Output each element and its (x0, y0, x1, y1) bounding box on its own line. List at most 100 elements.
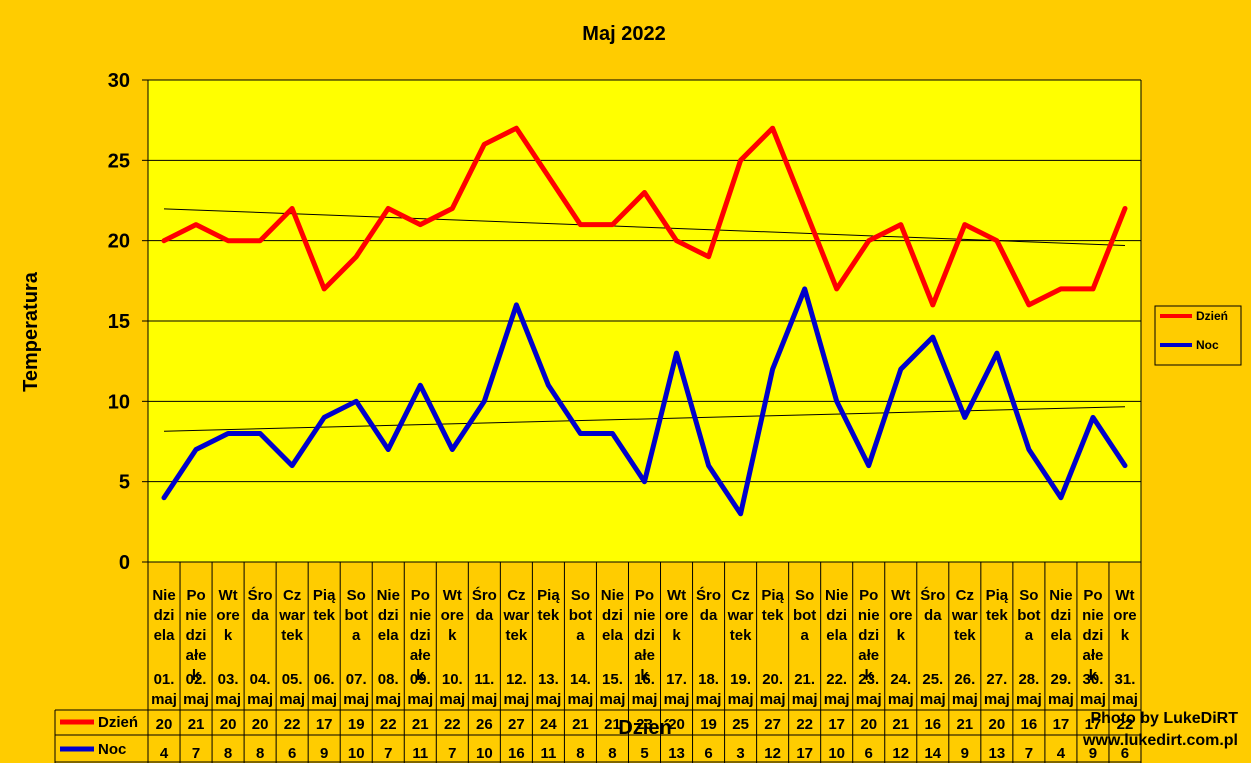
category-label: Wt (667, 587, 686, 604)
category-label: dzi (858, 627, 879, 644)
category-date: 09. (410, 671, 431, 688)
y-axis-ticks: 0 5 10 15 20 25 30 (108, 70, 130, 574)
table-value: 20 (220, 716, 237, 733)
table-value: 21 (188, 716, 205, 733)
category-label: k (640, 667, 649, 684)
category-date: maj (568, 691, 594, 708)
category-label: dzi (410, 627, 431, 644)
category-date: 18. (698, 671, 719, 688)
category-label: da (251, 607, 269, 624)
category-label: da (476, 607, 494, 624)
category-label: tek (730, 627, 752, 644)
table-value: 8 (576, 745, 584, 762)
category-label: ela (1050, 627, 1072, 644)
category-label: bot (793, 607, 816, 624)
table-value: 10 (348, 745, 365, 762)
category-label: So (347, 587, 366, 604)
category-date: maj (952, 691, 978, 708)
category-label: Śro (248, 586, 273, 604)
table-value: 16 (508, 745, 525, 762)
category-label: ela (826, 627, 848, 644)
category-label: tek (506, 627, 528, 644)
category-date: maj (696, 691, 722, 708)
category-date: 15. (602, 671, 623, 688)
table-value: 4 (1057, 745, 1066, 762)
table-value: 19 (348, 716, 365, 733)
table-value: 6 (1121, 745, 1129, 762)
category-label: Nie (377, 587, 400, 604)
ytick-label-30: 30 (108, 70, 130, 92)
category-date: 23. (858, 671, 879, 688)
category-date: maj (1112, 691, 1138, 708)
table-value: 5 (640, 745, 648, 762)
category-date: 28. (1018, 671, 1039, 688)
category-date: 14. (570, 671, 591, 688)
legend-entry-0: Dzień (1196, 309, 1228, 323)
category-label: ałe (634, 647, 655, 664)
category-label: Cz (283, 587, 301, 604)
category-date: maj (1016, 691, 1042, 708)
chart-title: Maj 2022 (582, 23, 665, 45)
category-date: maj (471, 691, 497, 708)
category-label: tek (986, 607, 1008, 624)
category-date: maj (760, 691, 786, 708)
category-label: Wt (219, 587, 238, 604)
table-value: 9 (961, 745, 969, 762)
category-date: maj (535, 691, 561, 708)
category-label: Cz (956, 587, 974, 604)
table-value: 13 (668, 745, 685, 762)
y-axis-title: Temperatura (20, 271, 42, 392)
ytick-label-5: 5 (119, 472, 130, 494)
table-value: 16 (1021, 716, 1038, 733)
category-date: 27. (986, 671, 1007, 688)
category-label: war (278, 607, 305, 624)
category-label: Śro (920, 586, 945, 604)
category-date: maj (920, 691, 946, 708)
category-label: da (700, 607, 718, 624)
category-date: 19. (730, 671, 751, 688)
category-label: k (224, 627, 233, 644)
table-value: 8 (608, 745, 616, 762)
table-value: 7 (448, 745, 456, 762)
table-value: 20 (156, 716, 173, 733)
category-label: a (352, 627, 361, 644)
table-value: 7 (384, 745, 392, 762)
table-value: 20 (252, 716, 269, 733)
category-label: nie (1082, 607, 1104, 624)
table-value: 11 (412, 745, 428, 762)
table-value: 20 (989, 716, 1006, 733)
table-value: 24 (540, 716, 557, 733)
category-date: 07. (346, 671, 367, 688)
table-value: 22 (1117, 716, 1134, 733)
category-label: tek (954, 627, 976, 644)
category-label: k (865, 667, 874, 684)
category-date: 11. (474, 671, 494, 688)
category-label: Po (411, 587, 430, 604)
ytick-label-0: 0 (119, 552, 130, 574)
category-date: maj (984, 691, 1010, 708)
category-label: Po (1083, 587, 1102, 604)
category-label: ela (602, 627, 624, 644)
category-date: 20. (762, 671, 783, 688)
category-label: k (897, 627, 906, 644)
category-label: Wt (443, 587, 462, 604)
category-date: 01. (154, 671, 175, 688)
category-label: dzi (1083, 627, 1104, 644)
category-date: 25. (922, 671, 943, 688)
category-label: k (1089, 667, 1098, 684)
category-label: a (1025, 627, 1034, 644)
table-value: 17 (1053, 716, 1070, 733)
table-value: 27 (508, 716, 525, 733)
category-label: a (576, 627, 585, 644)
category-date: 26. (954, 671, 975, 688)
category-label: dzi (634, 627, 655, 644)
category-label: Nie (1049, 587, 1072, 604)
category-date: maj (856, 691, 882, 708)
category-label: a (800, 627, 809, 644)
table-value: 25 (732, 716, 749, 733)
table-value: 13 (989, 745, 1006, 762)
table-value: 23 (636, 716, 653, 733)
legend-entry-1: Noc (1196, 338, 1219, 352)
category-label: ałe (858, 647, 879, 664)
table-value: 21 (572, 716, 589, 733)
